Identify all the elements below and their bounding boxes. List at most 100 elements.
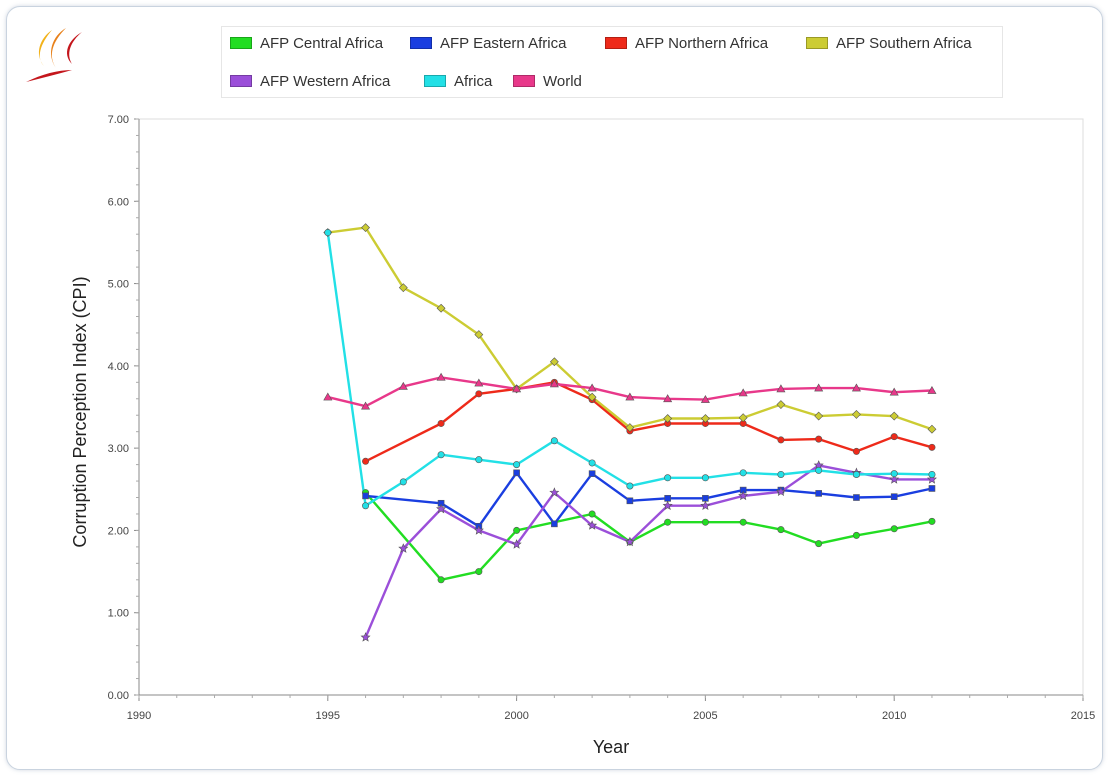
afp-southern-africa-point[interactable] bbox=[776, 400, 786, 409]
africa-point[interactable] bbox=[890, 470, 898, 478]
afp-southern-africa-point[interactable] bbox=[474, 330, 484, 340]
afp-central-africa-point[interactable] bbox=[890, 525, 898, 533]
legend-item-afp-eastern-africa[interactable]: AFP Eastern Africa bbox=[410, 33, 566, 53]
legend-item-afp-western-africa[interactable]: AFP Western Africa bbox=[230, 71, 390, 91]
africa-point[interactable] bbox=[777, 470, 785, 478]
afp-western-africa-point[interactable] bbox=[549, 487, 560, 497]
afp-western-africa-line[interactable] bbox=[364, 464, 932, 638]
world-point[interactable] bbox=[663, 394, 673, 403]
afp-northern-africa-point[interactable] bbox=[777, 436, 785, 444]
afp-northern-africa-point[interactable] bbox=[928, 443, 936, 451]
afp-central-africa-point[interactable] bbox=[852, 531, 860, 539]
afp-western-africa-point[interactable] bbox=[511, 539, 522, 549]
africa-point[interactable] bbox=[550, 437, 558, 445]
afp-eastern-africa-point[interactable] bbox=[551, 520, 558, 528]
afp-eastern-africa-point[interactable] bbox=[513, 469, 520, 477]
africa-point[interactable] bbox=[399, 478, 407, 486]
world-point[interactable] bbox=[889, 387, 899, 396]
legend-item-afp-southern-africa[interactable]: AFP Southern Africa bbox=[806, 33, 972, 53]
afp-western-africa-point[interactable] bbox=[889, 474, 900, 484]
afp-northern-africa-point[interactable] bbox=[890, 433, 898, 441]
afp-central-africa-point[interactable] bbox=[437, 576, 445, 584]
afp-western-africa-point[interactable] bbox=[738, 490, 749, 501]
legend-item-afp-northern-africa[interactable]: AFP Northern Africa bbox=[605, 33, 768, 53]
legend-item-africa[interactable]: Africa bbox=[424, 71, 492, 91]
afp-western-africa-point[interactable] bbox=[436, 503, 447, 514]
afp-central-africa-point[interactable] bbox=[513, 526, 521, 534]
afp-central-africa-point[interactable] bbox=[928, 517, 936, 525]
africa-point[interactable] bbox=[513, 461, 521, 469]
afp-eastern-africa-point[interactable] bbox=[588, 470, 596, 477]
world-point[interactable] bbox=[436, 372, 446, 381]
africa-point[interactable] bbox=[475, 456, 483, 464]
world-point[interactable] bbox=[927, 385, 937, 394]
afp-southern-africa-point[interactable] bbox=[814, 411, 824, 421]
world-point[interactable] bbox=[474, 378, 484, 387]
afp-western-africa-point[interactable] bbox=[662, 500, 673, 511]
afp-southern-africa-point[interactable] bbox=[889, 411, 899, 421]
africa-point[interactable] bbox=[928, 470, 936, 478]
afp-southern-africa-point[interactable] bbox=[625, 423, 635, 432]
afp-central-africa-point[interactable] bbox=[739, 518, 747, 526]
afp-northern-africa-point[interactable] bbox=[475, 390, 483, 398]
world-point[interactable] bbox=[776, 384, 786, 393]
afp-central-africa-point[interactable] bbox=[664, 518, 672, 526]
afp-central-africa-point[interactable] bbox=[588, 510, 596, 518]
afp-northern-africa-point[interactable] bbox=[852, 447, 860, 455]
afp-eastern-africa-point[interactable] bbox=[664, 495, 671, 502]
afp-northern-africa-point[interactable] bbox=[815, 435, 823, 443]
legend-item-afp-central-africa[interactable]: AFP Central Africa bbox=[230, 33, 383, 53]
world-point[interactable] bbox=[323, 392, 333, 401]
world-point[interactable] bbox=[549, 379, 559, 388]
afp-southern-africa-point[interactable] bbox=[663, 414, 673, 423]
afp-southern-africa-point[interactable] bbox=[361, 223, 370, 233]
world-point[interactable] bbox=[700, 394, 710, 403]
afp-eastern-africa-point[interactable] bbox=[362, 492, 369, 500]
world-point[interactable] bbox=[398, 381, 408, 390]
afp-southern-africa-point[interactable] bbox=[587, 392, 597, 402]
afp-northern-africa-point[interactable] bbox=[437, 419, 445, 427]
afp-northern-africa-point[interactable] bbox=[362, 457, 370, 465]
africa-point[interactable] bbox=[362, 502, 370, 510]
legend-item-world[interactable]: World bbox=[513, 71, 582, 91]
afp-central-africa-point[interactable] bbox=[701, 518, 709, 526]
africa-point[interactable] bbox=[588, 459, 596, 467]
africa-point[interactable] bbox=[664, 474, 672, 482]
afp-southern-africa-point[interactable] bbox=[738, 413, 748, 423]
afp-western-africa-point[interactable] bbox=[587, 520, 598, 530]
afp-eastern-africa-point[interactable] bbox=[853, 494, 860, 501]
afp-central-africa-point[interactable] bbox=[777, 526, 785, 534]
africa-point[interactable] bbox=[852, 470, 860, 478]
afp-western-africa-point[interactable] bbox=[775, 486, 786, 497]
world-point[interactable] bbox=[814, 383, 824, 392]
afp-southern-africa-point[interactable] bbox=[549, 357, 559, 367]
world-point[interactable] bbox=[738, 388, 748, 397]
afp-western-africa-point[interactable] bbox=[700, 500, 711, 511]
afp-eastern-africa-point[interactable] bbox=[626, 497, 634, 505]
africa-point[interactable] bbox=[739, 469, 747, 477]
africa-point[interactable] bbox=[626, 482, 634, 490]
afp-southern-africa-point[interactable] bbox=[852, 409, 861, 419]
world-point[interactable] bbox=[625, 392, 635, 401]
afp-central-africa-line[interactable] bbox=[364, 491, 933, 581]
world-point[interactable] bbox=[851, 383, 861, 392]
africa-point[interactable] bbox=[815, 466, 823, 474]
afp-southern-africa-point[interactable] bbox=[436, 303, 446, 313]
africa-point[interactable] bbox=[701, 474, 709, 482]
world-point[interactable] bbox=[512, 384, 522, 393]
afp-central-africa-point[interactable] bbox=[815, 540, 823, 548]
afp-western-africa-point[interactable] bbox=[398, 543, 409, 553]
afp-southern-africa-point[interactable] bbox=[927, 424, 937, 434]
afp-western-africa-point[interactable] bbox=[926, 474, 937, 484]
afp-eastern-africa-point[interactable] bbox=[928, 485, 936, 492]
afp-eastern-africa-point[interactable] bbox=[890, 493, 898, 500]
world-point[interactable] bbox=[587, 383, 597, 392]
afp-southern-africa-point[interactable] bbox=[398, 283, 408, 293]
afp-central-africa-point[interactable] bbox=[475, 568, 483, 576]
afp-southern-africa-point[interactable] bbox=[700, 414, 710, 423]
afp-western-africa-point[interactable] bbox=[624, 536, 635, 547]
africa-point[interactable] bbox=[324, 229, 332, 237]
afp-eastern-africa-point[interactable] bbox=[815, 490, 822, 497]
world-point[interactable] bbox=[361, 401, 371, 410]
afp-western-africa-point[interactable] bbox=[473, 525, 484, 535]
